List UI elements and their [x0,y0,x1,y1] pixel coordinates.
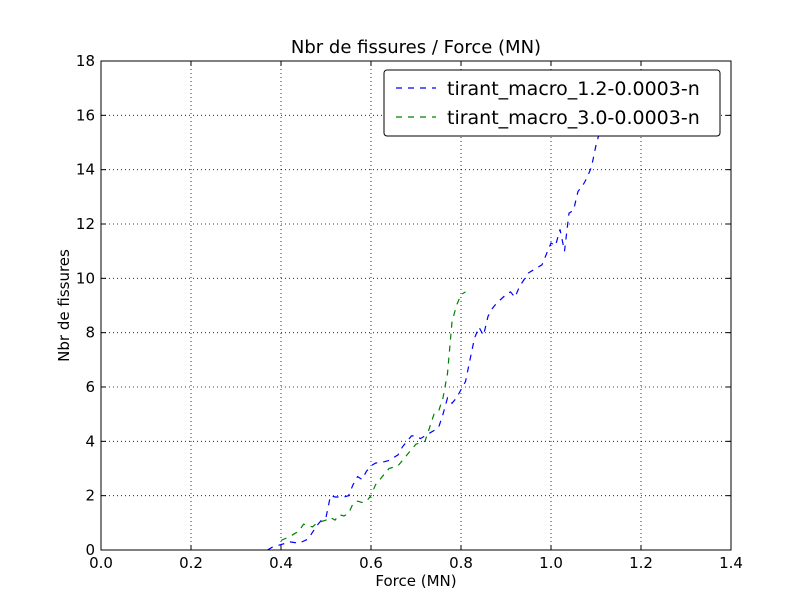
x-tick-label: 0.6 [359,554,383,572]
x-tick-label: 0.0 [89,554,113,572]
y-tick-label: 8 [85,324,95,342]
series-line-2 [280,291,466,542]
x-tick-label: 1.0 [539,554,563,572]
x-tick-label: 1.2 [629,554,653,572]
x-axis-label: Force (MN) [375,572,456,590]
y-tick-label: 12 [76,215,95,233]
axis-ticks: 0.0 0.2 0.4 0.6 0.8 1.0 1.2 1.4 0 2 4 6 8 10 12 14 16 18 [76,52,743,572]
series-line-1 [267,103,642,551]
legend-label: tirant_macro_1.2-0.0003-n [447,78,700,100]
y-axis-label: Nbr de fissures [55,249,73,362]
y-tick-label: 14 [76,161,95,179]
x-tick-label: 1.4 [719,554,743,572]
y-tick-label: 10 [76,269,95,287]
plot-frame [100,60,732,551]
y-tick-label: 0 [85,541,95,559]
x-tick-label: 0.4 [269,554,293,572]
legend-label: tirant_macro_3.0-0.0003-n [447,107,700,129]
y-tick-label: 2 [85,487,95,505]
x-tick-label: 0.2 [179,554,203,572]
legend: tirant_macro_1.2-0.0003-n tirant_macro_3.… [383,69,721,137]
legend-box [383,69,721,137]
y-tick-label: 6 [85,378,95,396]
y-tick-label: 4 [85,432,95,450]
y-tick-label: 16 [76,106,95,124]
y-tick-label: 18 [76,52,95,70]
x-tick-label: 0.8 [449,554,473,572]
chart-title: Nbr de fissures / Force (MN) [291,37,541,58]
series-layer [267,103,642,551]
